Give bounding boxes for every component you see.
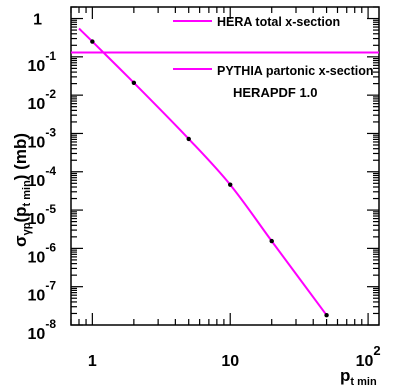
x-tick-label: 1: [88, 353, 97, 370]
y-tick-label: 10-2: [28, 87, 57, 113]
axis-ticks: 1 10 102 1 10-1 10-2 10-3 10-4 10-5 10-6 10-7 10-8: [28, 6, 381, 370]
y-axis-title-post: ) (mb): [11, 133, 30, 180]
annotation-herapdf: HERAPDF 1.0: [233, 85, 318, 100]
y-axis-title: σγp(pt min) (mb): [11, 133, 33, 247]
data-point: [269, 238, 274, 244]
y-axis-title-mid: (p: [11, 206, 30, 222]
y-axis-title-sigma: σ: [11, 235, 30, 247]
x-tick-label: 10: [221, 353, 239, 370]
y-tick-label: 10-1: [28, 49, 57, 75]
y-tick-label: 10-5: [28, 202, 57, 228]
data-point: [324, 313, 329, 318]
y-tick-label: 10-4: [28, 164, 57, 190]
y-tick-label: 10-6: [28, 240, 57, 266]
legend-label-hera: HERA total x-section: [217, 15, 340, 29]
data-point: [186, 136, 191, 142]
y-axis-title-sub1: γp: [21, 222, 33, 235]
y-axis-title-sub2: t min: [21, 180, 33, 207]
plot-frame: [70, 6, 380, 326]
x-axis-title-base: p: [340, 366, 350, 385]
data-point: [131, 80, 137, 86]
y-tick-label: 1: [33, 12, 42, 29]
y-tick-label: 10-8: [28, 317, 57, 343]
x-tick-label: 102: [356, 343, 381, 370]
y-tick-label: 10-7: [28, 279, 57, 305]
x-axis-title: pt min: [340, 366, 377, 387]
series-layer: [71, 27, 379, 318]
x-axis-title-sub: t min: [350, 376, 377, 387]
data-point: [228, 182, 233, 187]
y-tick-label: 10-3: [28, 125, 57, 151]
legend-label-pythia: PYTHIA partonic x-section: [217, 64, 374, 78]
data-point: [90, 39, 95, 44]
